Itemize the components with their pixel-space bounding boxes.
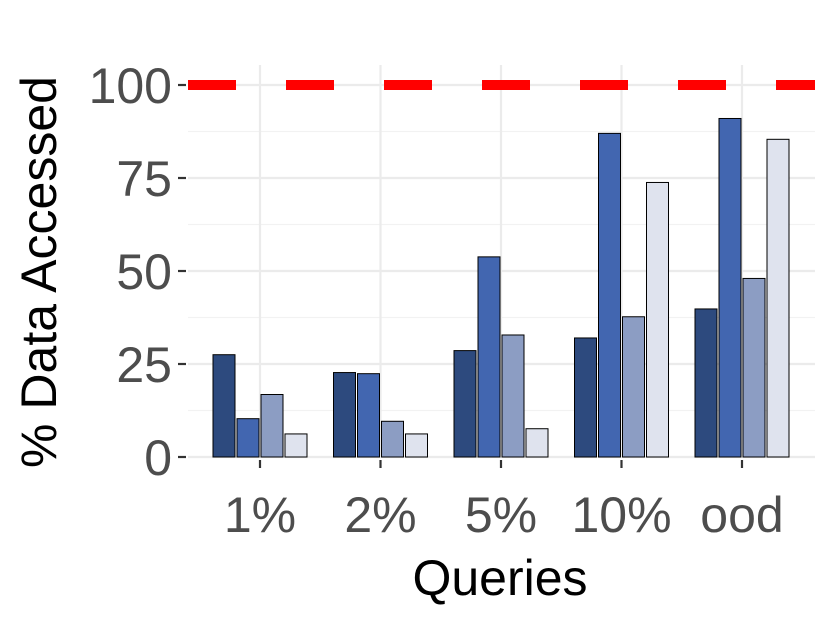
y-tick-label: 0: [144, 430, 172, 486]
bar-1%-series-3: [260, 394, 284, 458]
x-tick-label: 2%: [344, 487, 416, 543]
bar-ood-series-4: [766, 138, 790, 458]
bar-10%-series-3: [622, 316, 645, 458]
bar-5%-series-2: [477, 256, 501, 458]
y-tick-label: 50: [116, 244, 172, 300]
x-axis: 1% 2% 5% 10% ood: [224, 460, 784, 543]
bar-5%-series-4: [525, 428, 549, 458]
x-tick-label: 5%: [465, 487, 537, 543]
bar-2%-series-1: [333, 372, 356, 458]
y-tick-label: 25: [116, 337, 172, 393]
bar-2%-series-3: [381, 420, 404, 458]
y-axis-title: % Data Accessed: [11, 76, 67, 468]
y-tick-label: 100: [89, 58, 172, 114]
y-tick-label: 75: [116, 151, 172, 207]
bar-ood-series-1: [694, 308, 718, 458]
bar-5%-series-1: [453, 350, 477, 458]
bar-10%-series-2: [598, 132, 621, 458]
x-tick-label: 10%: [571, 487, 671, 543]
bar-5%-series-3: [501, 334, 525, 458]
bar-2%-series-2: [357, 373, 380, 458]
x-axis-title: Queries: [412, 550, 587, 606]
bar-2%-series-4: [405, 433, 428, 458]
bar-10%-series-4: [646, 181, 669, 458]
bar-ood-series-2: [718, 117, 742, 458]
x-tick-label: 1%: [224, 487, 296, 543]
y-axis: 0 25 50 75 100: [89, 58, 186, 486]
bar-1%-series-1: [212, 354, 236, 458]
x-tick-label: ood: [700, 487, 783, 543]
bar-1%-series-4: [284, 433, 308, 458]
bars: [212, 117, 790, 458]
bar-10%-series-1: [574, 337, 597, 458]
bar-ood-series-3: [742, 277, 766, 458]
bar-1%-series-2: [236, 418, 260, 458]
